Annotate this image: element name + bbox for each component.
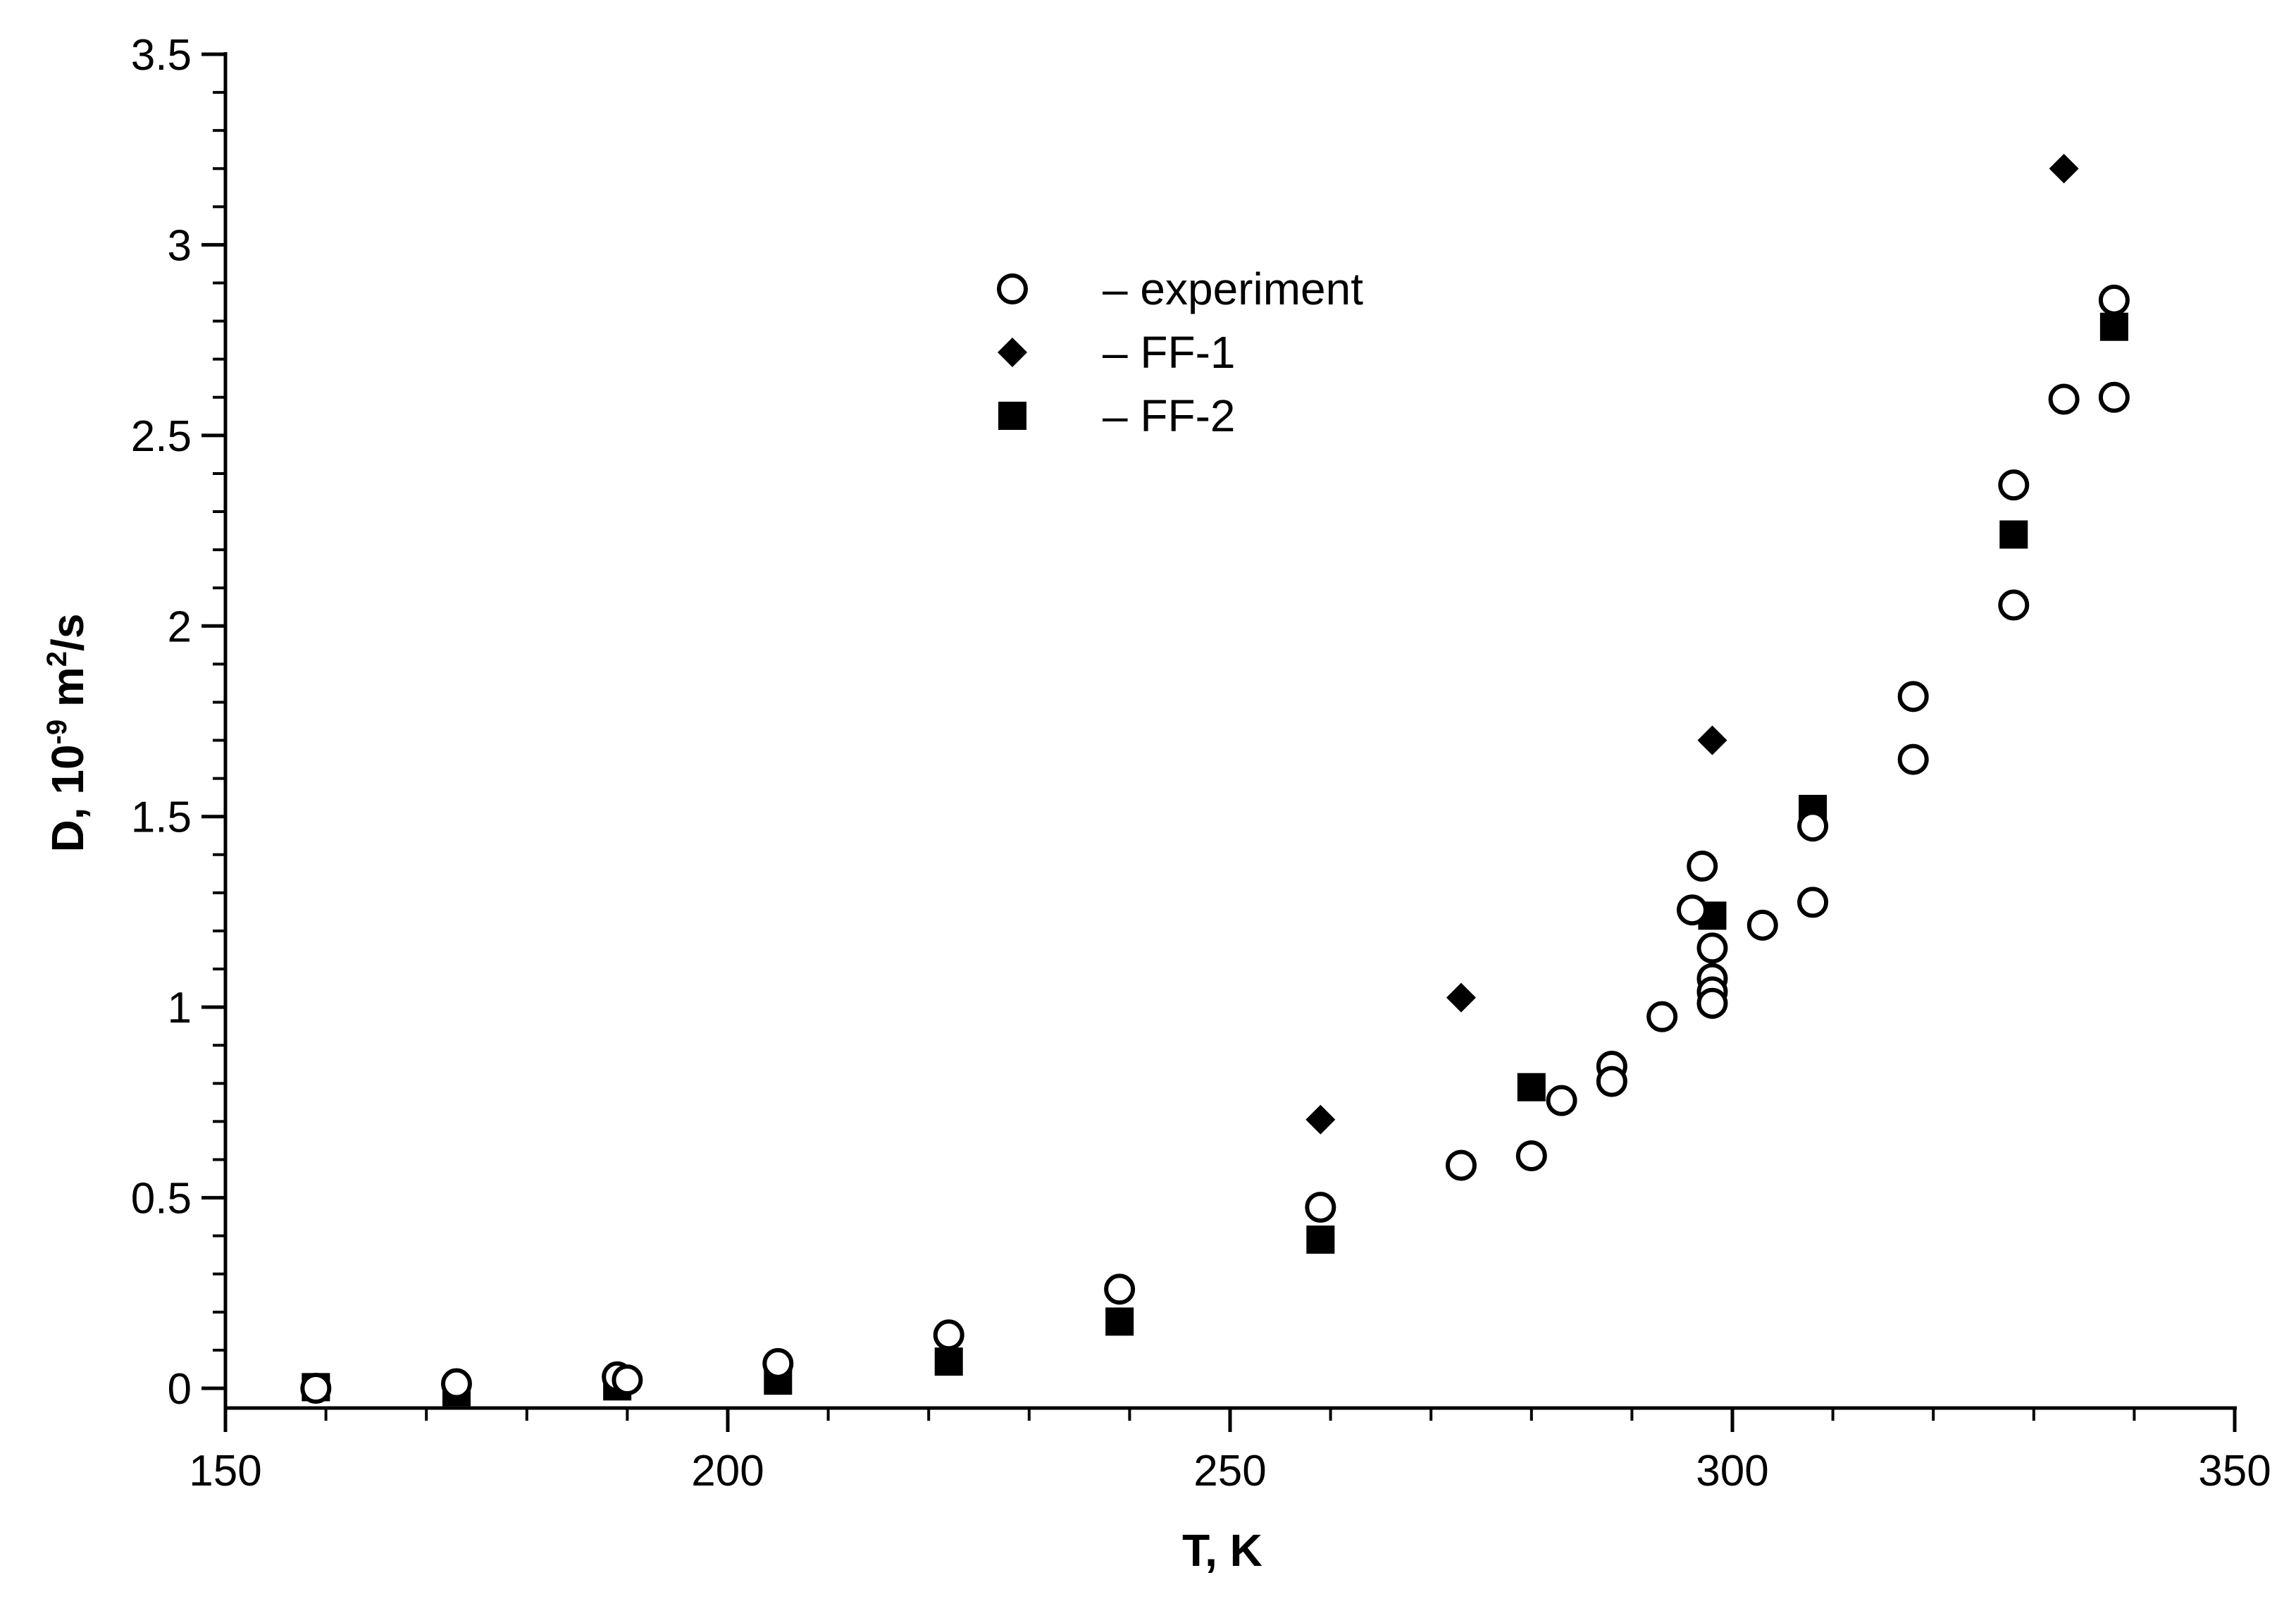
x-tick-label: 300 bbox=[1696, 1447, 1768, 1495]
experiment-point bbox=[1998, 589, 2030, 621]
y-tick-label: 3 bbox=[168, 221, 192, 270]
experiment-point bbox=[1998, 469, 2030, 501]
y-tick-label: 2.5 bbox=[131, 412, 192, 461]
experiment-point bbox=[1515, 1140, 1547, 1172]
legend-ff1-label: – FF-1 bbox=[1103, 327, 1235, 378]
ff2-point bbox=[2099, 312, 2128, 341]
legend-experiment-label: – experiment bbox=[1103, 264, 1363, 314]
legend-ff2-marker bbox=[998, 402, 1026, 430]
experiment-point bbox=[2098, 284, 2130, 316]
experiment-point bbox=[1897, 681, 1929, 712]
chart-marks bbox=[300, 154, 2130, 1407]
ff2-point bbox=[1306, 1226, 1335, 1254]
experiment-point bbox=[1596, 1066, 1627, 1097]
experiment-point bbox=[2048, 383, 2080, 415]
ff2-point bbox=[1517, 1073, 1546, 1101]
chart-ticks bbox=[201, 52, 2237, 1432]
experiment-point bbox=[933, 1319, 964, 1351]
x-tick-label: 350 bbox=[2198, 1447, 2271, 1495]
experiment-point bbox=[1897, 743, 1929, 775]
experiment-point bbox=[762, 1347, 794, 1379]
x-tick-label: 150 bbox=[189, 1447, 261, 1495]
experiment-point bbox=[1797, 810, 1829, 842]
experiment-point bbox=[2098, 381, 2130, 413]
legend-ff2-label: – FF-2 bbox=[1103, 390, 1235, 441]
y-tick-label: 2 bbox=[168, 603, 192, 651]
chart-axes bbox=[223, 52, 2237, 1410]
y-tick-label: 0 bbox=[168, 1365, 192, 1414]
experiment-point bbox=[1104, 1273, 1136, 1305]
experiment-point bbox=[1696, 932, 1728, 964]
ff2-point bbox=[1999, 520, 2028, 549]
y-tick-label: 3.5 bbox=[131, 31, 192, 80]
experiment-point bbox=[1797, 887, 1829, 918]
experiment-point bbox=[440, 1368, 472, 1400]
experiment-point bbox=[1676, 894, 1708, 926]
y-tick-label: 1.5 bbox=[131, 794, 192, 842]
experiment-point bbox=[1646, 1001, 1678, 1032]
y-axis-title: D, 10-9 m2/s bbox=[42, 614, 93, 853]
legend-ff1-marker bbox=[998, 338, 1027, 367]
experiment-point bbox=[1445, 1149, 1477, 1181]
experiment-point bbox=[1546, 1085, 1577, 1116]
experiment-point bbox=[1305, 1192, 1336, 1223]
ff1-point bbox=[1697, 725, 1727, 755]
experiment-point bbox=[1696, 987, 1728, 1019]
ff1-point bbox=[1446, 982, 1476, 1013]
ff1-point bbox=[1305, 1104, 1336, 1135]
chart-tick-labels: 150 200 250 300 350 0 0.5 1 1.5 2 2.5 3 3.5 bbox=[131, 31, 2271, 1495]
y-tick-label: 0.5 bbox=[131, 1175, 192, 1223]
experiment-point bbox=[612, 1364, 643, 1396]
ff1-point bbox=[2049, 154, 2079, 184]
experiment-point bbox=[1746, 909, 1778, 941]
x-axis-title: T, K bbox=[1182, 1525, 1262, 1576]
ff2-point bbox=[934, 1347, 963, 1376]
experiment-point bbox=[1687, 851, 1718, 882]
x-tick-label: 250 bbox=[1193, 1447, 1266, 1495]
ff2-point bbox=[1105, 1307, 1134, 1336]
chart-legend: – experiment – FF-1 – FF-2 bbox=[997, 264, 1363, 441]
x-tick-label: 200 bbox=[691, 1447, 764, 1495]
y-tick-label: 1 bbox=[168, 984, 192, 1032]
legend-experiment-marker bbox=[997, 273, 1028, 304]
experiment-point bbox=[300, 1373, 332, 1404]
